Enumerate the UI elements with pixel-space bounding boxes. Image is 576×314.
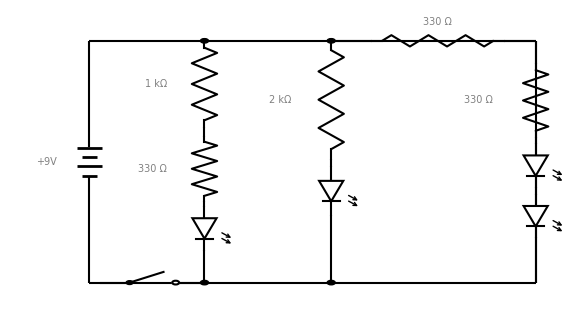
Text: 330 Ω: 330 Ω [464, 95, 492, 106]
Circle shape [200, 39, 209, 43]
Text: 330 Ω: 330 Ω [423, 17, 452, 27]
Polygon shape [524, 155, 548, 176]
Text: 1 kΩ: 1 kΩ [145, 79, 167, 89]
Polygon shape [192, 218, 217, 239]
Circle shape [327, 39, 335, 43]
Polygon shape [524, 206, 548, 226]
Circle shape [327, 280, 335, 285]
Text: 330 Ω: 330 Ω [138, 164, 167, 174]
Text: +9V: +9V [36, 157, 56, 167]
Text: 2 kΩ: 2 kΩ [268, 95, 291, 105]
Circle shape [200, 280, 209, 285]
Polygon shape [319, 181, 343, 201]
Circle shape [126, 281, 133, 284]
Circle shape [172, 281, 179, 284]
